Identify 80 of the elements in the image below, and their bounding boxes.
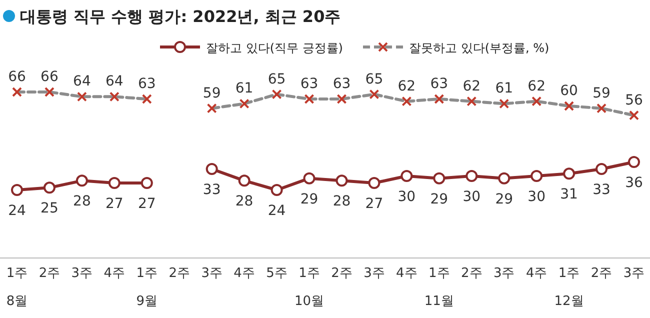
x-tick-label: 1주 10월 <box>294 266 324 309</box>
data-label: 65 <box>268 71 286 88</box>
x-tick-label: 4주 <box>526 266 548 281</box>
x-tick-label: 3주 <box>201 266 222 281</box>
data-label: 27 <box>365 196 384 212</box>
x-tick-label: 1주 8월 <box>6 266 28 309</box>
data-label: 59 <box>592 85 610 102</box>
point <box>368 177 380 189</box>
legend-label: 잘하고 있다(직무 긍정률) <box>206 41 343 55</box>
point <box>498 172 510 184</box>
point <box>336 174 348 187</box>
x-tick-label: 1주 12월 <box>554 266 584 309</box>
data-label: 63 <box>300 76 318 92</box>
data-label: 59 <box>202 85 221 102</box>
data-label: 28 <box>73 194 91 210</box>
point <box>43 182 56 194</box>
data-label: 31 <box>560 186 578 203</box>
point <box>433 172 446 184</box>
data-label: 62 <box>398 78 416 94</box>
data-label: 28 <box>332 194 351 210</box>
data-label: 63 <box>430 76 448 92</box>
data-label: 30 <box>528 189 546 205</box>
x-tick-label: 1주 11월 <box>424 266 454 309</box>
x-tick-label: 3주 <box>623 266 645 281</box>
point <box>303 172 316 184</box>
point <box>11 184 23 196</box>
data-label: 63 <box>332 76 351 92</box>
data-label: 63 <box>138 76 156 92</box>
data-label: 33 <box>592 182 610 198</box>
data-label: 62 <box>528 78 546 94</box>
data-label: 29 <box>300 191 318 208</box>
data-label: 25 <box>40 200 58 217</box>
data-label: 30 <box>398 189 416 205</box>
data-label: 66 <box>8 69 26 85</box>
data-label: 28 <box>235 194 254 210</box>
point <box>76 174 88 187</box>
data-label: 56 <box>625 92 643 108</box>
point <box>628 156 640 168</box>
x-tick-label: 2주 <box>460 266 482 281</box>
data-label: 60 <box>560 83 578 99</box>
data-label: 64 <box>106 74 124 90</box>
x-tick-label: 2주 <box>38 266 60 281</box>
x-tick-label: 1주 9월 <box>136 266 158 309</box>
data-label: 29 <box>430 191 448 208</box>
data-label: 27 <box>106 196 124 212</box>
x-tick-label: 4주 <box>104 266 126 281</box>
chart-title: 대통령 직무 수행 평가: 2022년, 최근 20주 <box>20 7 341 26</box>
data-label: 24 <box>268 203 286 219</box>
data-label: 27 <box>138 196 156 212</box>
x-tick-label: 3주 <box>71 266 93 281</box>
point <box>466 170 478 182</box>
x-tick-label: 5주 <box>266 266 288 281</box>
x-tick-label: 4주 <box>396 266 418 281</box>
x-tick-label: 3주 <box>364 266 385 281</box>
data-label: 29 <box>495 191 514 208</box>
point <box>596 163 608 175</box>
x-tick-label: 3주 <box>493 266 515 281</box>
data-label: 36 <box>625 175 643 191</box>
legend-label: 잘못하고 있다(부정률, %) <box>409 41 550 55</box>
x-tick-label: 2주 <box>168 266 190 281</box>
x-tick-label: 2주 <box>331 266 352 281</box>
data-label: 65 <box>365 71 384 88</box>
point <box>108 177 120 189</box>
data-label: 24 <box>8 203 26 219</box>
point <box>400 170 413 182</box>
point <box>140 177 153 189</box>
point <box>270 184 283 196</box>
point <box>238 174 250 187</box>
data-label: 66 <box>40 69 58 85</box>
data-label: 61 <box>495 80 514 97</box>
data-label: 30 <box>462 189 481 205</box>
data-label: 33 <box>202 182 221 198</box>
x-tick-label: 2주 <box>590 266 612 281</box>
point <box>563 168 576 180</box>
data-label: 62 <box>462 78 481 94</box>
point <box>530 170 543 182</box>
point <box>206 163 218 175</box>
data-label: 61 <box>235 80 254 97</box>
data-label: 64 <box>73 74 91 90</box>
x-tick-label: 4주 <box>234 266 255 281</box>
